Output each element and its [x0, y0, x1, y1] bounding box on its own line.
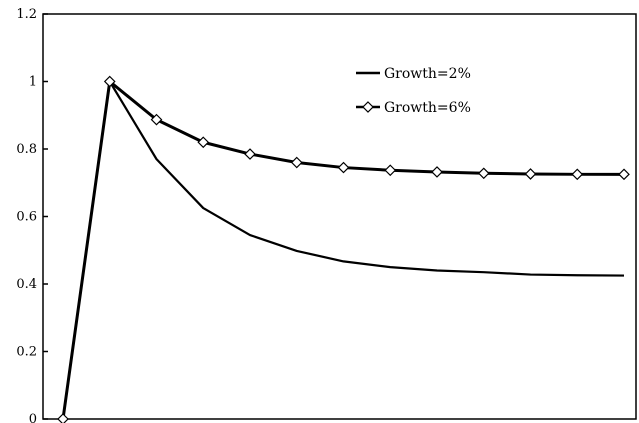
- series-line-2: [61, 80, 624, 420]
- series-layer: [57, 75, 630, 423]
- y-tick-label-1: 0.2: [16, 345, 37, 360]
- series-2-point-10: [524, 168, 537, 180]
- y-axis: 0 0.2 0.4 0.6 0.8 1 1.2: [16, 7, 48, 423]
- legend-marker-2: [362, 101, 374, 113]
- series-2-point-5: [290, 156, 303, 169]
- y-tick-label-0: 0: [29, 412, 37, 423]
- series-2-point-6: [337, 161, 350, 174]
- series-line-1: [61, 80, 625, 420]
- series-2-point-7: [384, 164, 397, 177]
- series-2-point-11: [571, 168, 584, 181]
- legend-item-1: Growth=2%: [356, 66, 471, 82]
- series-2-point-12: [618, 168, 630, 181]
- y-tick-label-6: 1.2: [16, 7, 37, 22]
- legend-label-2: Growth=6%: [384, 100, 471, 116]
- y-tick-label-5: 1: [29, 75, 37, 90]
- series-2-point-1: [103, 75, 116, 88]
- plot-frame: [42, 13, 637, 420]
- series-2-point-2: [150, 113, 163, 126]
- y-tick-label-2: 0.4: [16, 277, 37, 292]
- series-2-point-3: [197, 136, 210, 149]
- series-2-point-0: [57, 413, 69, 423]
- series-2-point-8: [431, 166, 443, 178]
- series-2-point-9: [477, 167, 490, 180]
- series-2-point-4: [244, 148, 256, 160]
- legend-label-1: Growth=2%: [384, 66, 471, 82]
- y-tick-label-4: 0.8: [16, 142, 37, 157]
- legend-item-2: Growth=6%: [356, 100, 471, 116]
- legend: Growth=2% Growth=6%: [356, 66, 471, 116]
- y-tick-label-3: 0.6: [16, 210, 37, 225]
